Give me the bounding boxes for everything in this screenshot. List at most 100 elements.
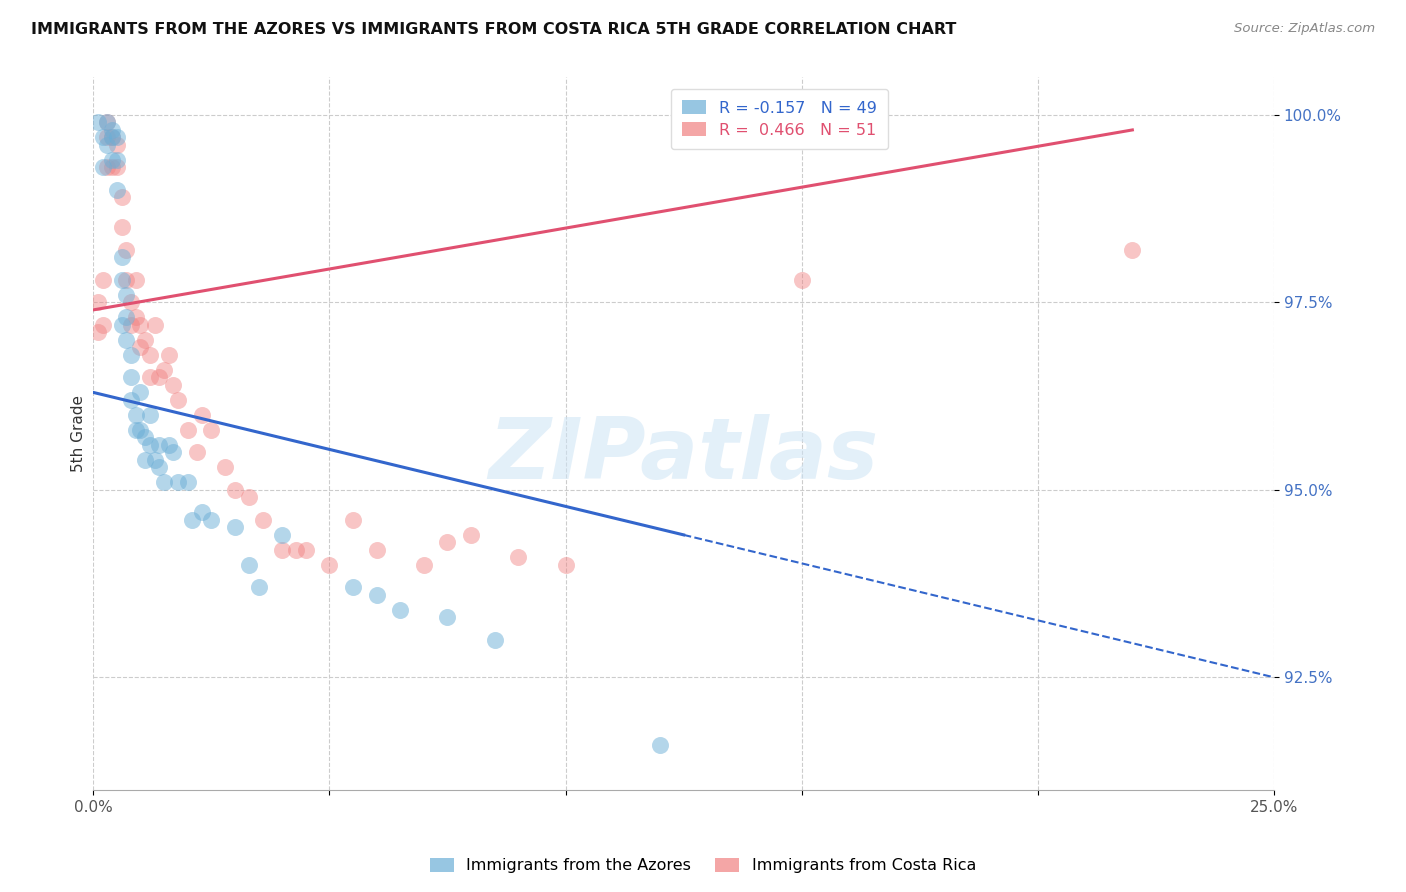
Point bbox=[224, 520, 246, 534]
Point bbox=[143, 318, 166, 332]
Point bbox=[790, 273, 813, 287]
Point bbox=[200, 423, 222, 437]
Point bbox=[96, 161, 118, 175]
Point bbox=[87, 326, 110, 340]
Point bbox=[148, 438, 170, 452]
Point bbox=[105, 183, 128, 197]
Point bbox=[153, 363, 176, 377]
Point bbox=[105, 137, 128, 152]
Point bbox=[105, 130, 128, 145]
Point bbox=[101, 123, 124, 137]
Point bbox=[96, 130, 118, 145]
Point bbox=[342, 513, 364, 527]
Point bbox=[134, 333, 156, 347]
Point bbox=[508, 550, 530, 565]
Point bbox=[148, 370, 170, 384]
Point bbox=[87, 295, 110, 310]
Point bbox=[176, 475, 198, 490]
Point bbox=[110, 273, 132, 287]
Point bbox=[96, 115, 118, 129]
Point bbox=[214, 460, 236, 475]
Point bbox=[238, 491, 260, 505]
Point bbox=[484, 632, 506, 647]
Point bbox=[157, 348, 180, 362]
Point bbox=[96, 137, 118, 152]
Text: Source: ZipAtlas.com: Source: ZipAtlas.com bbox=[1234, 22, 1375, 36]
Point bbox=[87, 115, 110, 129]
Point bbox=[554, 558, 576, 572]
Point bbox=[129, 340, 152, 354]
Point bbox=[105, 153, 128, 167]
Legend: R = -0.157   N = 49, R =  0.466   N = 51: R = -0.157 N = 49, R = 0.466 N = 51 bbox=[671, 89, 889, 149]
Point bbox=[110, 318, 132, 332]
Point bbox=[366, 542, 388, 557]
Point bbox=[115, 333, 138, 347]
Point bbox=[342, 580, 364, 594]
Point bbox=[191, 408, 214, 422]
Point bbox=[91, 318, 114, 332]
Point bbox=[120, 295, 142, 310]
Point bbox=[105, 161, 128, 175]
Point bbox=[125, 423, 148, 437]
Point bbox=[162, 377, 184, 392]
Point bbox=[181, 513, 204, 527]
Point bbox=[294, 542, 316, 557]
Point bbox=[648, 738, 671, 752]
Point bbox=[412, 558, 434, 572]
Point bbox=[285, 542, 308, 557]
Point bbox=[91, 273, 114, 287]
Point bbox=[436, 610, 458, 624]
Point bbox=[139, 438, 162, 452]
Point bbox=[252, 513, 274, 527]
Point bbox=[125, 310, 148, 325]
Point bbox=[101, 130, 124, 145]
Point bbox=[238, 558, 260, 572]
Text: IMMIGRANTS FROM THE AZORES VS IMMIGRANTS FROM COSTA RICA 5TH GRADE CORRELATION C: IMMIGRANTS FROM THE AZORES VS IMMIGRANTS… bbox=[31, 22, 956, 37]
Point bbox=[101, 130, 124, 145]
Point bbox=[129, 318, 152, 332]
Point bbox=[129, 423, 152, 437]
Point bbox=[162, 445, 184, 459]
Point bbox=[101, 153, 124, 167]
Point bbox=[115, 288, 138, 302]
Point bbox=[91, 161, 114, 175]
Point bbox=[110, 190, 132, 204]
Point bbox=[1121, 243, 1143, 257]
Text: ZIPatlas: ZIPatlas bbox=[488, 414, 879, 497]
Point bbox=[110, 220, 132, 235]
Point bbox=[143, 453, 166, 467]
Point bbox=[389, 603, 412, 617]
Point bbox=[167, 475, 190, 490]
Point bbox=[139, 370, 162, 384]
Point bbox=[115, 243, 138, 257]
Point bbox=[101, 161, 124, 175]
Point bbox=[436, 535, 458, 549]
Point bbox=[134, 430, 156, 444]
Point bbox=[247, 580, 270, 594]
Point bbox=[224, 483, 246, 497]
Legend: Immigrants from the Azores, Immigrants from Costa Rica: Immigrants from the Azores, Immigrants f… bbox=[423, 851, 983, 880]
Point bbox=[120, 392, 142, 407]
Point bbox=[157, 438, 180, 452]
Point bbox=[91, 130, 114, 145]
Point bbox=[139, 408, 162, 422]
Point bbox=[120, 318, 142, 332]
Point bbox=[120, 348, 142, 362]
Point bbox=[186, 445, 208, 459]
Point bbox=[271, 542, 294, 557]
Point bbox=[318, 558, 340, 572]
Y-axis label: 5th Grade: 5th Grade bbox=[72, 395, 86, 472]
Point bbox=[129, 385, 152, 400]
Point bbox=[200, 513, 222, 527]
Point bbox=[176, 423, 198, 437]
Point bbox=[125, 408, 148, 422]
Point bbox=[134, 453, 156, 467]
Point bbox=[139, 348, 162, 362]
Point bbox=[125, 273, 148, 287]
Point bbox=[115, 310, 138, 325]
Point bbox=[460, 528, 482, 542]
Point bbox=[191, 505, 214, 519]
Point bbox=[148, 460, 170, 475]
Point bbox=[110, 251, 132, 265]
Point bbox=[153, 475, 176, 490]
